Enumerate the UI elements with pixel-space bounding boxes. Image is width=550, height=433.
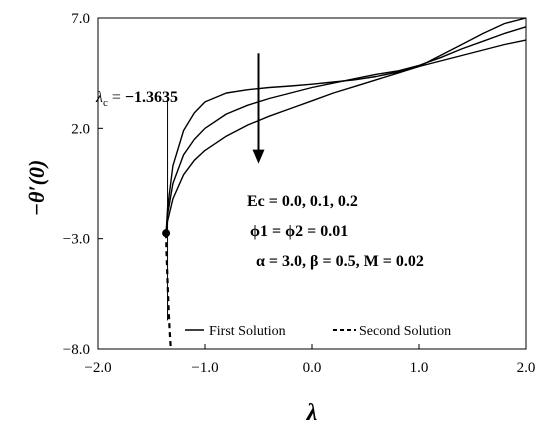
y-tick-label: 2.0 <box>71 121 90 137</box>
series-group <box>165 17 527 350</box>
plot-frame <box>97 17 527 350</box>
annotation-ec: Ec = 0.0, 0.1, 0.2 <box>247 193 358 210</box>
second-solution-curve <box>165 233 172 350</box>
annotation-phi: ϕ1 = ϕ2 = 0.01 <box>250 223 348 240</box>
first-solution-curve-2 <box>165 26 527 234</box>
x-axis-title: λ <box>306 400 318 426</box>
legend-label-first: First Solution <box>209 324 286 339</box>
annotation-params: α = 3.0, β = 0.5, M = 0.02 <box>256 253 424 270</box>
x-tick-label: −2.0 <box>84 360 111 376</box>
x-tick-label: 2.0 <box>517 360 536 376</box>
axis-ticks: −2.0 −1.0 0.0 1.0 2.0 −8.0 −3.0 2.0 7.0 <box>63 11 536 376</box>
first-solution-curve-3 <box>165 17 527 234</box>
legend-label-second: Second Solution <box>359 324 451 339</box>
y-tick-label: 7.0 <box>71 11 90 27</box>
first-solution-curve-1 <box>165 39 527 234</box>
y-tick-label: −8.0 <box>63 342 90 358</box>
x-tick-label: −1.0 <box>191 360 218 376</box>
x-tick-label: 0.0 <box>303 360 322 376</box>
critical-value-label: λc = −1.3635 <box>95 89 178 109</box>
critical-point-dot <box>162 229 171 238</box>
x-tick-label: 1.0 <box>410 360 429 376</box>
legend: First Solution Second Solution <box>185 324 451 339</box>
annotation-arrow-head <box>252 149 265 164</box>
y-tick-label: −3.0 <box>63 232 90 248</box>
y-axis-title: −θ′(0) <box>24 160 49 217</box>
